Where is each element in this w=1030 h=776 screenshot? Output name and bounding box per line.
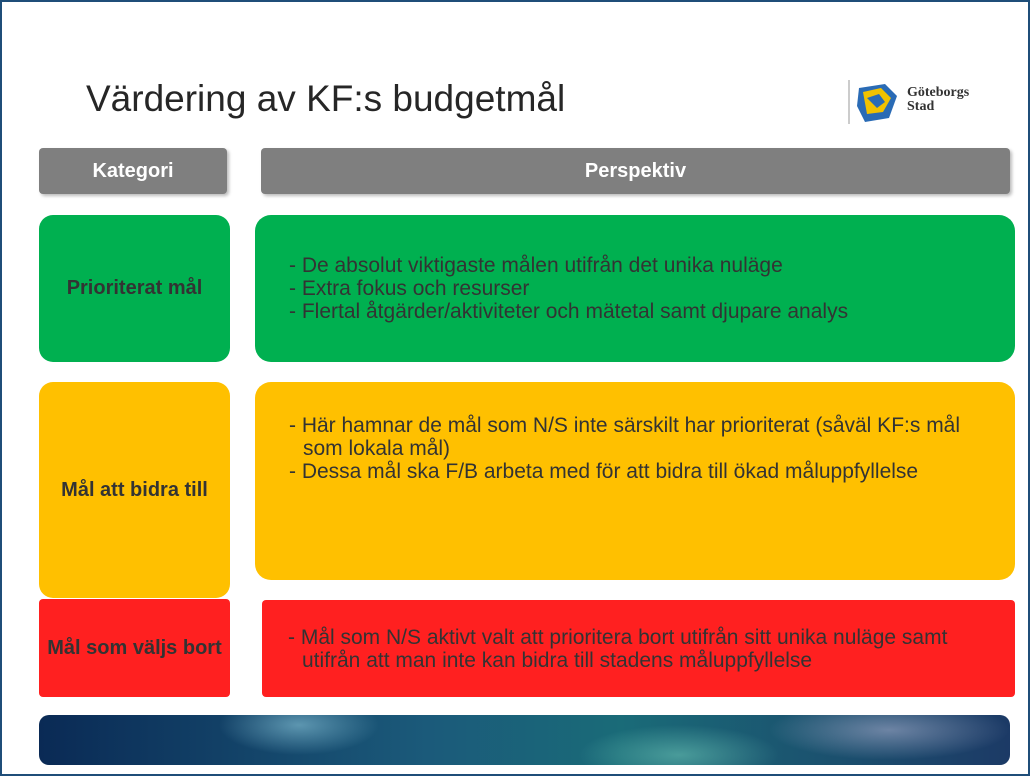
slide-title: Värdering av KF:s budgetmål bbox=[86, 78, 566, 119]
perspective-cell: - Här hamnar de mål som N/S inte särskil… bbox=[255, 382, 1015, 580]
column-header: Perspektiv bbox=[261, 148, 1010, 194]
column-header: Kategori bbox=[39, 148, 227, 194]
bullet: - Extra fokus och resurser bbox=[289, 277, 530, 300]
logo-line: Stad bbox=[907, 99, 935, 114]
decorative-band bbox=[39, 715, 1010, 765]
category-cell: Mål som väljs bort bbox=[39, 599, 230, 697]
logo-text: Göteborgs Stad bbox=[907, 86, 969, 114]
logo-icon bbox=[848, 80, 897, 124]
bullet: - Här hamnar de mål som N/S inte särskil… bbox=[289, 414, 961, 460]
category-cell: Mål att bidra till bbox=[39, 382, 230, 598]
bullet: - De absolut viktigaste målen utifrån de… bbox=[289, 254, 783, 277]
logo: Göteborgs Stad bbox=[845, 78, 995, 126]
logo-line: Göteborgs bbox=[907, 85, 970, 100]
bullet: - Dessa mål ska F/B arbeta med för att b… bbox=[289, 460, 919, 483]
bullet: - Flertal åtgärder/aktiviteter och mätet… bbox=[289, 300, 849, 323]
bullet: - Mål som N/S aktivt valt att prioritera… bbox=[288, 625, 948, 672]
perspective-cell: - De absolut viktigaste målen utifrån de… bbox=[255, 215, 1015, 362]
perspective-cell: - Mål som N/S aktivt valt att prioritera… bbox=[262, 600, 1015, 697]
category-cell: Prioriterat mål bbox=[39, 215, 230, 362]
